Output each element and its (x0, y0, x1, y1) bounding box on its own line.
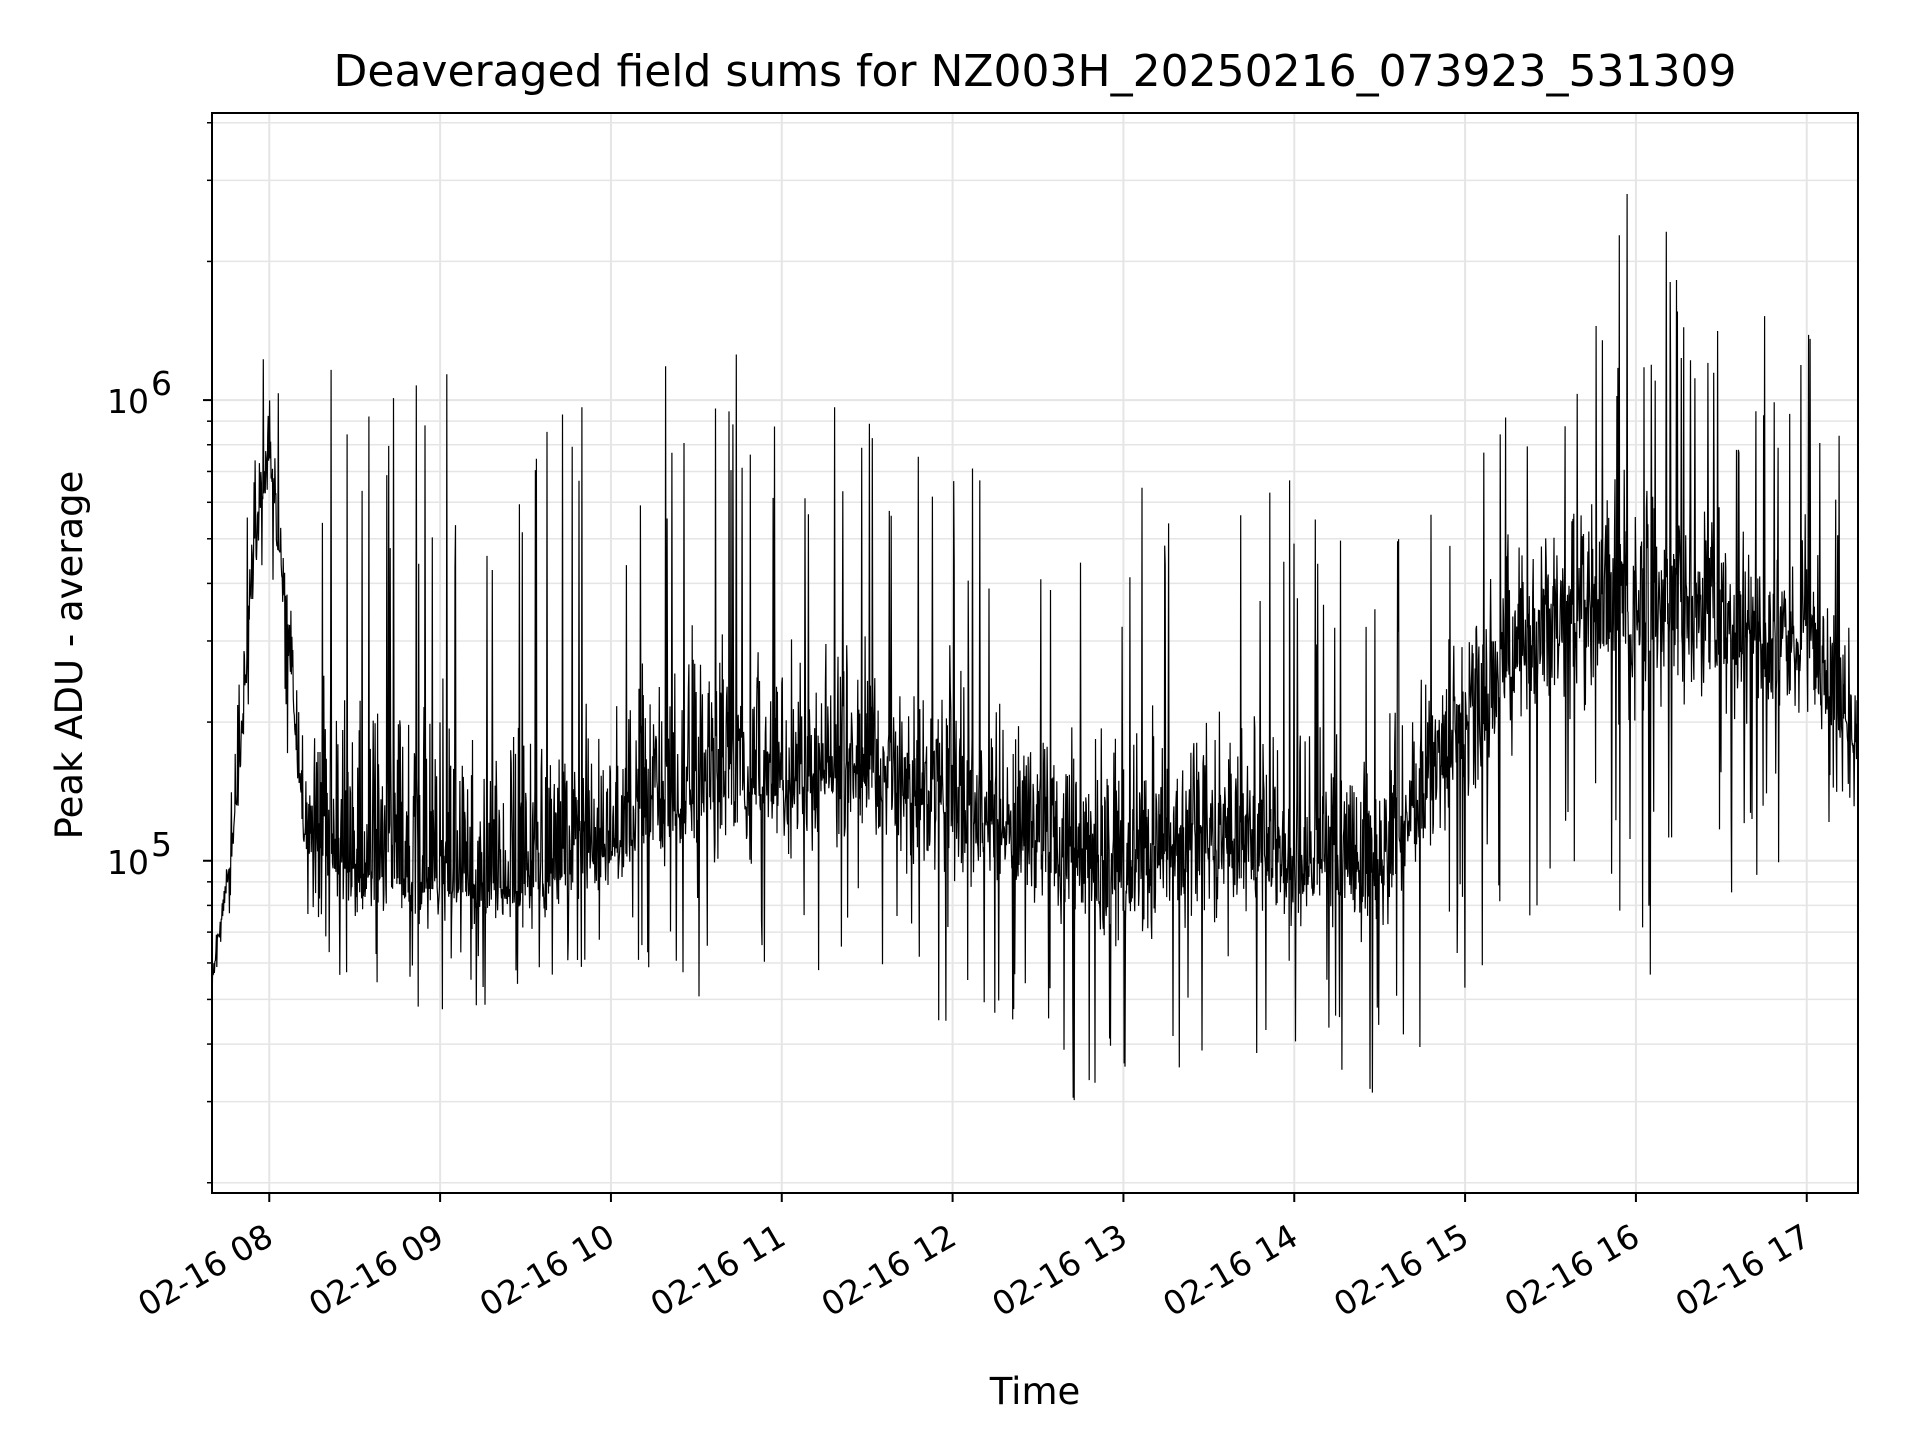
y-tick-exponent: 6 (151, 364, 172, 403)
plot-area (211, 193, 1859, 1101)
series-line (211, 193, 1859, 1101)
y-tick-exponent: 5 (151, 825, 172, 864)
y-tick-label: 10 (107, 382, 149, 421)
x-axis-label: Time (989, 1370, 1081, 1413)
y-tick-label: 10 (107, 843, 149, 882)
chart-title: Deaveraged field sums for NZ003H_2025021… (334, 46, 1737, 97)
plot-frame (211, 112, 1859, 1194)
y-axis-label: Peak ADU - average (48, 471, 91, 840)
